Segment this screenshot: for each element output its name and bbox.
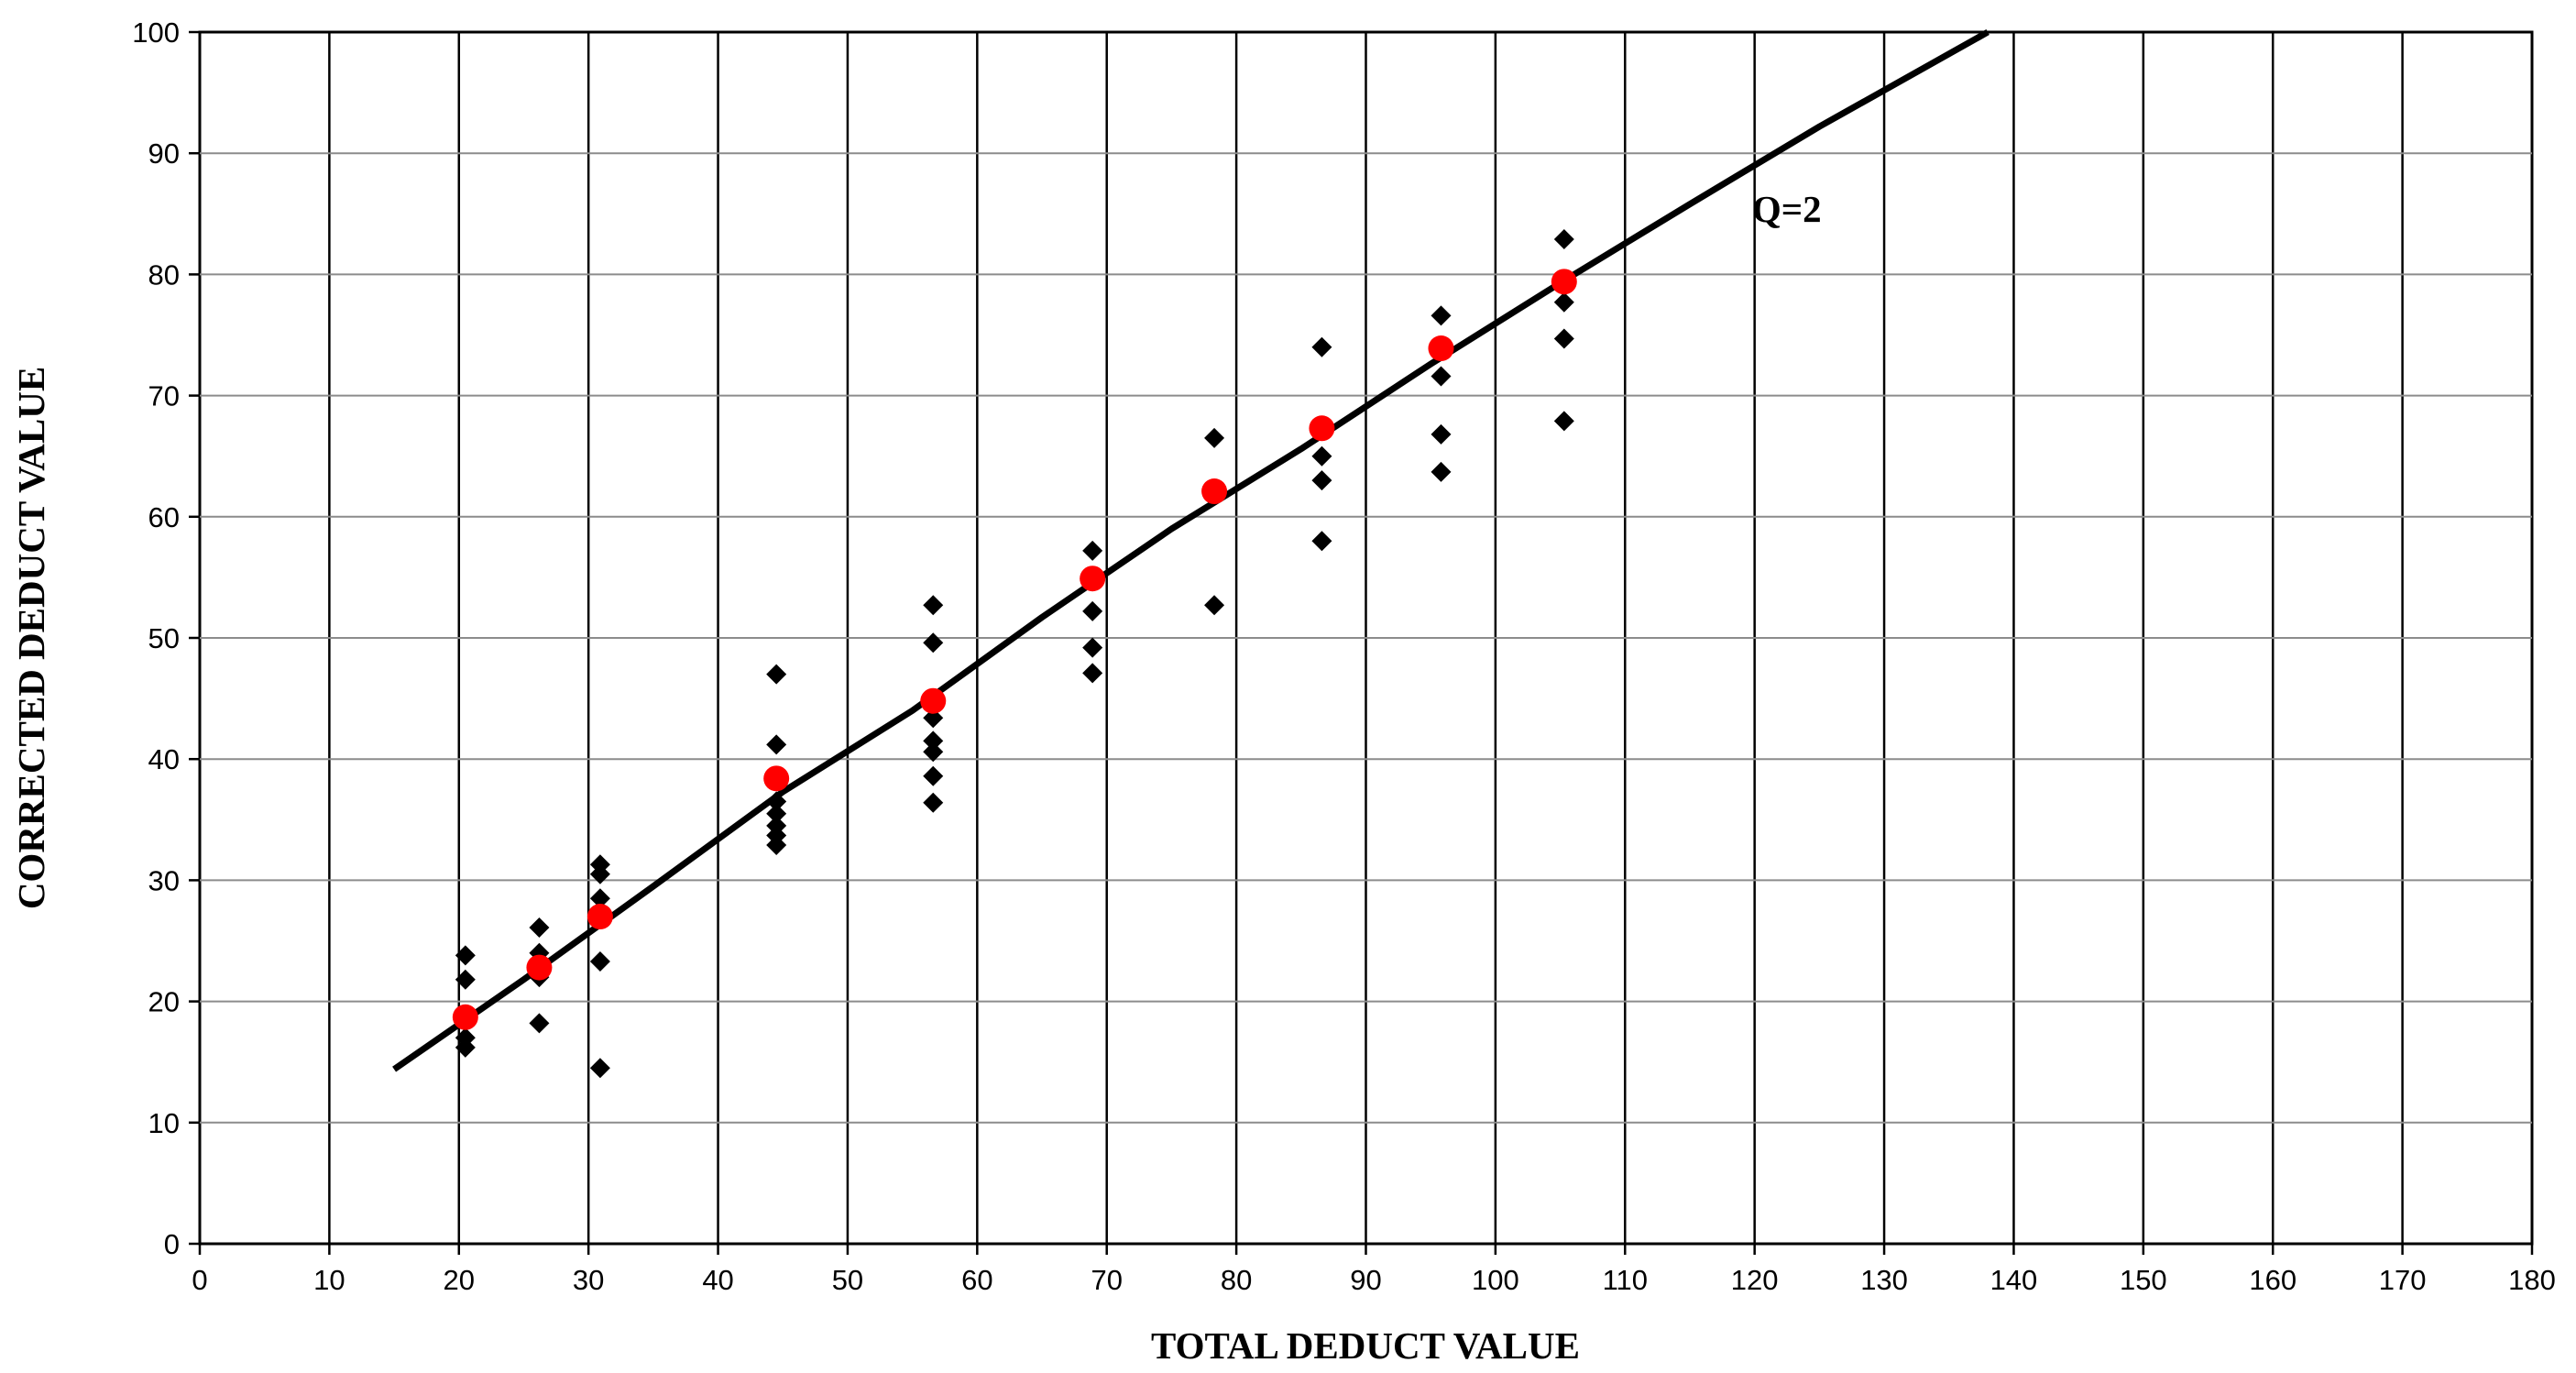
diamond-marker xyxy=(1311,531,1332,552)
diamond-marker xyxy=(1082,540,1103,561)
diamond-marker xyxy=(529,917,550,938)
mean-marker xyxy=(1201,478,1228,505)
x-tick-label: 140 xyxy=(1990,1264,2038,1296)
diamond-marker xyxy=(1553,411,1574,432)
diamond-marker xyxy=(1431,305,1452,326)
diamond-marker xyxy=(923,765,944,786)
y-tick-label: 40 xyxy=(148,743,180,775)
diamond-marker xyxy=(589,863,610,884)
x-tick-label: 40 xyxy=(702,1264,733,1296)
fit-line xyxy=(392,28,1990,1072)
diamond-marker xyxy=(923,632,944,654)
x-tick-label: 160 xyxy=(2249,1264,2296,1296)
x-tick-label: 0 xyxy=(192,1264,207,1296)
x-tick-label: 80 xyxy=(1221,1264,1252,1296)
y-tick-label: 10 xyxy=(148,1107,180,1139)
fit-line-label: Q=2 xyxy=(1752,188,1822,230)
diamond-marker xyxy=(455,1037,476,1058)
y-tick-label: 30 xyxy=(148,864,180,896)
mean-marker xyxy=(920,687,947,714)
diamond-marker xyxy=(923,595,944,616)
data-points xyxy=(452,229,1577,1079)
diamond-marker xyxy=(766,734,787,755)
diamond-marker xyxy=(1311,470,1332,491)
diamond-marker xyxy=(766,835,787,856)
diamond-marker xyxy=(766,803,787,824)
y-tick-label: 20 xyxy=(148,986,180,1018)
x-tick-label: 100 xyxy=(1472,1264,1519,1296)
diamond-marker xyxy=(766,791,787,812)
diamond-marker xyxy=(1311,445,1332,467)
x-tick-label: 50 xyxy=(832,1264,863,1296)
x-axis-title: TOTAL DEDUCT VALUE xyxy=(1151,1324,1580,1367)
mean-marker xyxy=(452,1004,478,1030)
diamond-marker xyxy=(589,1058,610,1079)
y-tick-label: 70 xyxy=(148,380,180,412)
y-tick-label: 50 xyxy=(148,622,180,654)
diamond-marker xyxy=(766,664,787,685)
x-tick-label: 70 xyxy=(1091,1264,1122,1296)
x-tick-label: 30 xyxy=(573,1264,604,1296)
y-tick-labels: 0 10 20 30 40 50 60 70 80 90 100 xyxy=(132,16,180,1260)
diamond-marker xyxy=(1082,663,1103,684)
diamond-marker xyxy=(1431,461,1452,482)
diamond-marker xyxy=(923,741,944,763)
diamond-marker xyxy=(589,950,610,972)
diamond-marker xyxy=(1204,595,1225,616)
y-tick-label: 90 xyxy=(148,137,180,170)
x-tick-label: 130 xyxy=(1860,1264,1908,1296)
diamond-marker xyxy=(1204,427,1225,448)
diamond-marker xyxy=(1082,600,1103,621)
diamond-marker xyxy=(1431,423,1452,445)
mean-marker xyxy=(1551,269,1577,295)
x-tick-label: 150 xyxy=(2120,1264,2167,1296)
diamond-marker xyxy=(1311,336,1332,357)
x-tick-label: 110 xyxy=(1603,1264,1648,1296)
diamond-marker xyxy=(1553,229,1574,250)
mean-marker xyxy=(1309,415,1335,442)
diamond-marker xyxy=(589,888,610,909)
mean-marker xyxy=(763,765,790,792)
diamond-marker xyxy=(455,969,476,990)
mean-marker xyxy=(586,904,613,930)
y-axis-title: CORRECTED DEDUCT VALUE xyxy=(10,367,52,909)
diamond-marker xyxy=(923,708,944,729)
y-tick-label: 0 xyxy=(164,1228,180,1260)
x-tick-label: 60 xyxy=(961,1264,992,1296)
mean-marker xyxy=(1080,566,1106,592)
diamond-marker xyxy=(923,792,944,813)
y-tick-label: 60 xyxy=(148,501,180,533)
mean-marker xyxy=(526,954,553,981)
diamond-marker xyxy=(1553,328,1574,349)
x-tick-label: 90 xyxy=(1350,1264,1381,1296)
fit-line-group xyxy=(392,28,1990,1072)
y-tick-label: 80 xyxy=(148,258,180,291)
mean-marker xyxy=(1428,335,1454,362)
diamond-marker xyxy=(1082,637,1103,658)
diamond-marker xyxy=(1431,366,1452,387)
y-tick-label: 100 xyxy=(132,16,180,49)
x-tick-label: 120 xyxy=(1731,1264,1779,1296)
diamond-marker xyxy=(1553,291,1574,313)
diamond-marker xyxy=(529,1013,550,1034)
x-tick-labels: 0 10 20 30 40 50 60 70 80 90 100 110 120 130 140 150 160… xyxy=(192,1264,2555,1296)
x-tick-label: 10 xyxy=(313,1264,345,1296)
x-tick-label: 180 xyxy=(2508,1264,2556,1296)
diamond-marker xyxy=(923,730,944,752)
diamond-marker xyxy=(455,945,476,966)
gridlines xyxy=(189,30,2534,1255)
x-tick-label: 170 xyxy=(2379,1264,2427,1296)
x-tick-label: 20 xyxy=(444,1264,475,1296)
